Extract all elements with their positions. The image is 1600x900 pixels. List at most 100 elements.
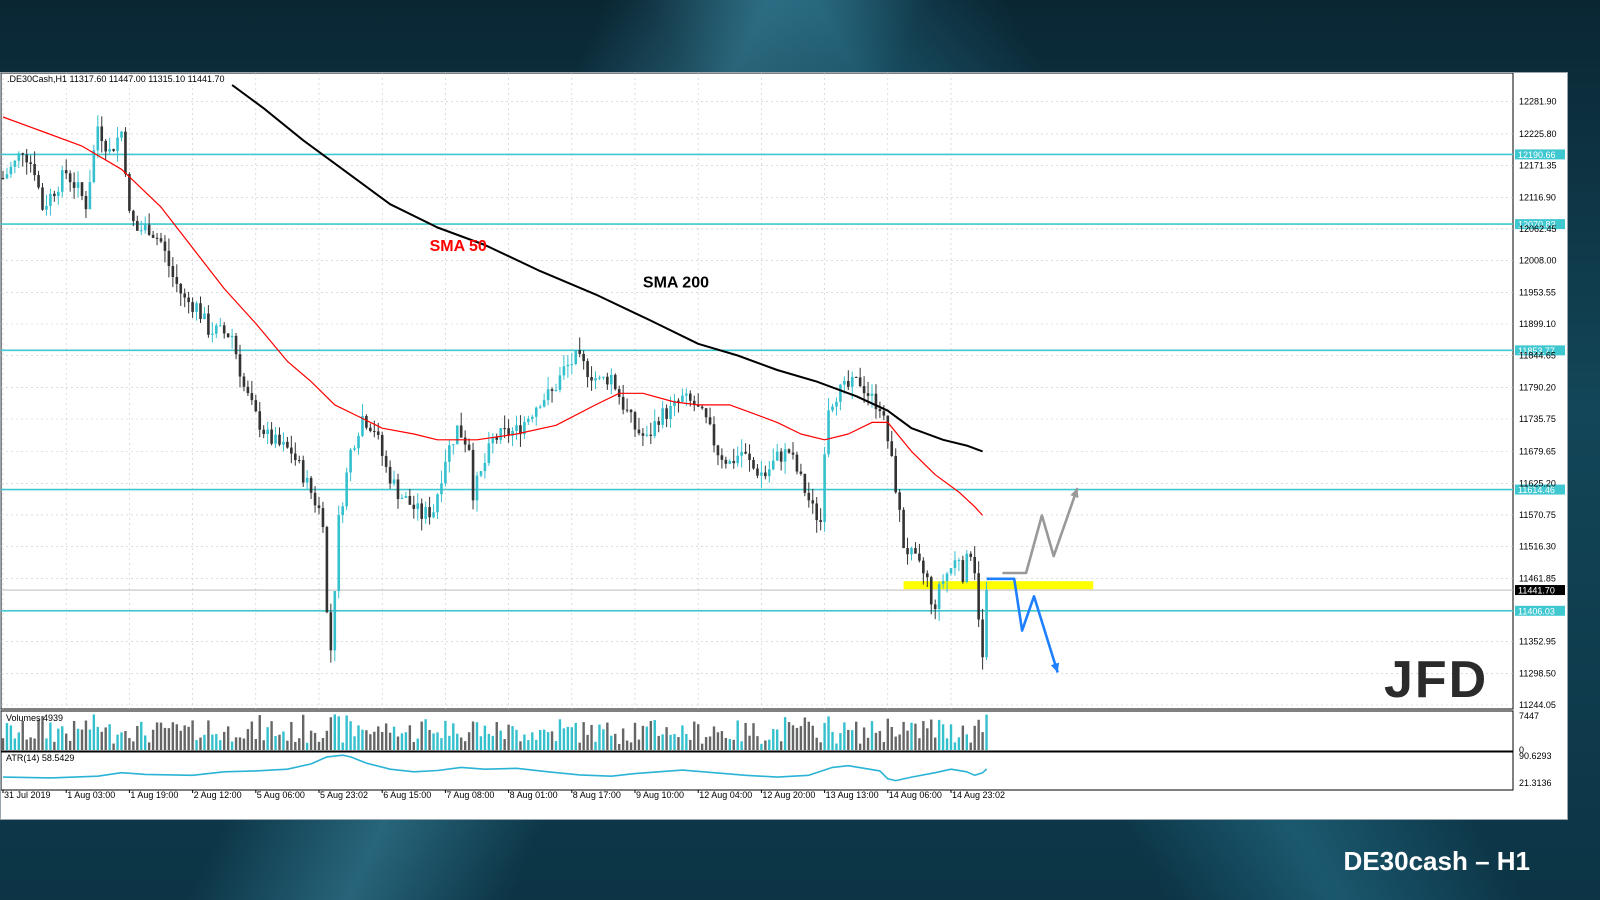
- candle-body: [124, 131, 127, 175]
- candle-body: [369, 427, 372, 432]
- level-label-bg: [1515, 345, 1565, 356]
- volume-bar: [653, 720, 656, 750]
- volume-bar: [843, 722, 846, 750]
- volume-bar: [21, 720, 24, 750]
- candle-body: [957, 560, 961, 562]
- candle-body: [234, 335, 238, 355]
- moving-averages: [2, 84, 984, 516]
- candle-body: [452, 444, 455, 446]
- candle-body: [499, 428, 502, 440]
- candle-body: [29, 162, 32, 164]
- candlestick-chart[interactable]: 12190.66 12070.83 11853.77 11614.46 11406.03…: [1, 73, 1567, 819]
- volume-bar: [839, 733, 842, 750]
- volume-bar: [961, 725, 965, 750]
- candle-body: [823, 454, 826, 522]
- candle-body: [673, 400, 676, 406]
- volume-bar: [704, 737, 708, 750]
- price-tick-label: 11461.85: [1519, 573, 1556, 583]
- candle-body: [633, 412, 637, 430]
- volume-bar: [949, 724, 953, 750]
- candle-body: [136, 220, 139, 231]
- volume-bar: [5, 723, 9, 750]
- projection-down-arrow-head: [1050, 662, 1060, 673]
- volume-bar: [112, 743, 115, 750]
- volume-bar: [886, 718, 889, 750]
- candle-body: [167, 250, 171, 267]
- candle-body: [278, 434, 281, 445]
- level-label: 12190.66: [1518, 150, 1556, 160]
- volume-bar: [507, 724, 510, 750]
- volume-bar: [258, 715, 261, 750]
- volume-panel: Volumes 4939 7447 0: [1, 711, 1539, 755]
- highlight-zone: [903, 581, 1094, 590]
- volume-bar: [554, 741, 558, 750]
- volume-bar: [286, 740, 289, 750]
- price-tick-label: 11516.30: [1519, 542, 1556, 552]
- candle-body: [578, 350, 581, 354]
- volume-bar: [799, 726, 803, 750]
- volume-bar: [349, 721, 352, 750]
- volume-bar: [878, 730, 882, 750]
- candle-body: [92, 150, 96, 183]
- candle-body: [45, 205, 48, 210]
- candle-body: [444, 461, 447, 484]
- level-label: 11614.46: [1518, 485, 1555, 495]
- candle-body: [428, 507, 431, 518]
- volume-bar: [768, 739, 771, 750]
- volume-bar: [598, 724, 601, 750]
- volume-bar: [578, 742, 581, 750]
- candle-body: [819, 520, 822, 522]
- volume-bar: [862, 727, 866, 750]
- volume-bar: [614, 733, 617, 750]
- volume-bar: [511, 726, 514, 750]
- candle-body: [538, 406, 542, 408]
- candle-body: [764, 472, 767, 477]
- volume-bar: [558, 719, 562, 750]
- candle-body: [910, 548, 913, 555]
- candle-body: [949, 568, 953, 574]
- price-tick-label: 11679.65: [1519, 447, 1556, 457]
- volume-bar: [523, 734, 526, 750]
- volume-bar: [420, 721, 423, 750]
- level-label-bg: [1515, 484, 1565, 495]
- volume-bar: [977, 719, 980, 750]
- candle-body: [898, 492, 901, 510]
- candle-body: [53, 193, 56, 197]
- candle-body: [716, 445, 720, 456]
- price-tick-label: 12008.00: [1519, 256, 1557, 266]
- volume-bar: [756, 736, 759, 750]
- current-price-label-bg: [1515, 585, 1565, 596]
- candle-body: [463, 437, 467, 445]
- candle-body: [108, 149, 111, 152]
- candle-body: [854, 376, 858, 378]
- candle-body: [783, 449, 787, 462]
- volume-bar: [906, 730, 909, 750]
- candle-body: [294, 453, 297, 461]
- volume-bar: [424, 719, 427, 750]
- jfd-logo: JFD: [1384, 651, 1489, 709]
- volume-bar: [649, 720, 652, 750]
- volume-bar: [76, 728, 80, 750]
- volume-bar: [207, 720, 210, 750]
- candle-body: [80, 182, 84, 197]
- chart-window[interactable]: 12190.66 12070.83 11853.77 11614.46 11406.03…: [0, 72, 1568, 820]
- candle-body: [412, 504, 416, 509]
- candle-body: [64, 170, 68, 174]
- volume-bar: [708, 736, 712, 750]
- volume-bar: [321, 737, 325, 750]
- candle-body: [230, 335, 234, 338]
- volume-bar: [223, 731, 226, 750]
- candle-body: [211, 333, 214, 335]
- candle-body: [681, 395, 684, 402]
- candle-body: [258, 411, 262, 430]
- volume-bar: [250, 721, 254, 750]
- candle-body: [479, 471, 483, 476]
- volume-bar: [503, 739, 506, 750]
- volume-bar: [811, 725, 814, 750]
- time-tick-label: 1 Aug 03:00: [67, 790, 115, 800]
- candle-body: [839, 384, 842, 402]
- volume-bar: [894, 736, 897, 750]
- candle-body: [76, 182, 80, 188]
- candle-body: [847, 381, 850, 387]
- annotation-label: SMA 50: [430, 238, 487, 255]
